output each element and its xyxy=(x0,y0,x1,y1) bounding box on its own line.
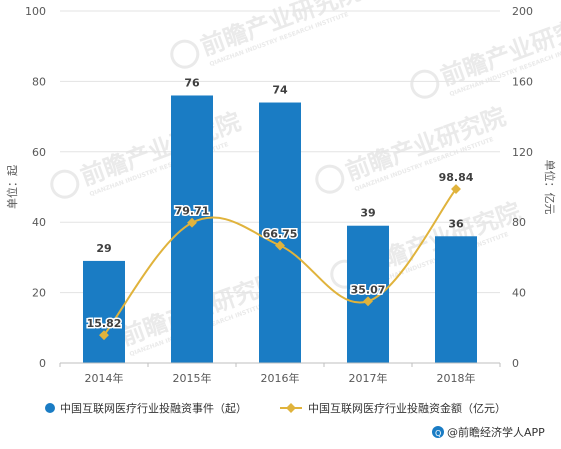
bar-value-label: 74 xyxy=(272,84,288,97)
bar-value-label: 76 xyxy=(184,76,200,89)
credit-logo-glyph: Q xyxy=(435,429,441,438)
legend-bar-label: 中国互联网医疗行业投融资事件（起） xyxy=(60,401,247,415)
bar xyxy=(171,95,213,363)
y-tick-left: 100 xyxy=(25,5,46,18)
y-tick-left: 60 xyxy=(32,146,46,159)
bar xyxy=(347,225,389,363)
x-tick-label: 2014年 xyxy=(85,371,124,385)
bar-value-label: 29 xyxy=(96,242,111,255)
line-value-label: 79.71 xyxy=(175,205,210,218)
y-tick-left: 0 xyxy=(39,357,46,370)
watermark-text: 前瞻产业研究院 xyxy=(197,0,364,61)
line-value-label: 15.82 xyxy=(87,317,122,330)
line-point xyxy=(363,296,373,307)
y-tick-right: 120 xyxy=(512,146,533,159)
y-tick-right: 40 xyxy=(512,287,526,300)
line-value-label: 35.07 xyxy=(351,283,386,296)
axes: 0 20 40 60 80 100 0 40 80 120 160 200 2014年 2015年 2016… xyxy=(25,5,533,385)
legend-line-label: 中国互联网医疗行业投融资金额（亿元） xyxy=(308,401,506,415)
bar-value-label: 39 xyxy=(360,207,375,220)
legend: 中国互联网医疗行业投融资事件（起） 中国互联网医疗行业投融资金额（亿元） xyxy=(45,401,506,415)
y-tick-right: 160 xyxy=(512,75,533,88)
line-value-label: 98.84 xyxy=(439,171,474,184)
line-series xyxy=(99,184,461,341)
x-tick-label: 2015年 xyxy=(173,371,212,385)
y-axis-title-left: 单位：起 xyxy=(5,165,19,209)
x-tick-label: 2016年 xyxy=(261,371,300,385)
line-point xyxy=(451,184,461,194)
y-tick-left: 40 xyxy=(32,216,46,229)
legend-bar-marker xyxy=(45,403,55,413)
y-tick-left: 20 xyxy=(32,287,46,300)
y-tick-left: 80 xyxy=(32,75,46,88)
watermark-logo-icon xyxy=(50,169,80,199)
x-tick-label: 2018年 xyxy=(437,371,476,385)
bar-series xyxy=(83,95,477,364)
y-tick-right: 200 xyxy=(512,5,533,18)
bar xyxy=(259,102,301,364)
data-labels: 29 76 74 39 36 15.82 79.71 66.75 35.07 98.84 xyxy=(85,76,475,331)
y-tick-right: 0 xyxy=(512,357,519,370)
credit-logo-icon xyxy=(432,426,444,438)
watermark-logo-icon xyxy=(315,164,345,194)
watermark-logo-icon xyxy=(170,39,200,69)
line-value-label: 66.75 xyxy=(263,228,298,241)
x-tick-label: 2017年 xyxy=(349,371,388,385)
bar xyxy=(83,260,125,363)
credit-text: @前瞻经济学人APP xyxy=(447,425,545,439)
legend-line-point xyxy=(286,403,296,413)
line-point xyxy=(187,217,197,228)
y-axis-title-right: 单位：亿元 xyxy=(543,160,557,215)
y-tick-right: 80 xyxy=(512,216,526,229)
bar-value-label: 36 xyxy=(448,217,464,230)
bar xyxy=(435,236,477,363)
line-point xyxy=(275,240,285,251)
credit: Q @前瞻经济学人APP xyxy=(432,425,545,439)
watermark-logo-icon xyxy=(410,69,440,99)
